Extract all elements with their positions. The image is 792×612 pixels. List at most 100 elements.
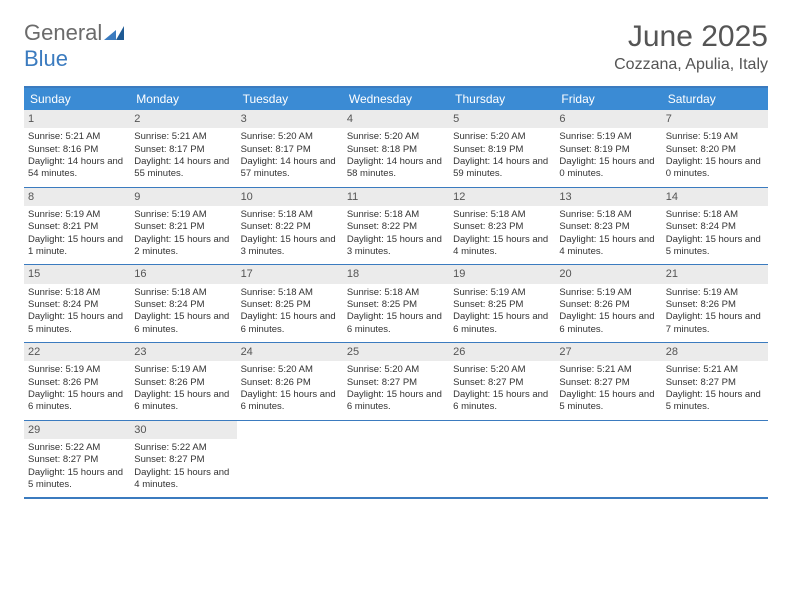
daylight-line: Daylight: 15 hours and 6 minutes. [453, 311, 551, 336]
sunset-line: Sunset: 8:27 PM [559, 377, 657, 389]
sunset-line: Sunset: 8:27 PM [134, 454, 232, 466]
day-number: 16 [130, 265, 236, 283]
day-header-row: SundayMondayTuesdayWednesdayThursdayFrid… [24, 88, 768, 110]
day-cell: 20Sunrise: 5:19 AMSunset: 8:26 PMDayligh… [555, 265, 661, 342]
sunset-line: Sunset: 8:26 PM [134, 377, 232, 389]
day-cell: 30 Sunrise: 5:22 AMSunset: 8:27 PMDayligh… [130, 421, 236, 498]
sunset-line: Sunset: 8:25 PM [241, 299, 339, 311]
sunset-line: Sunset: 8:26 PM [28, 377, 126, 389]
sunrise-line: Sunrise: 5:18 AM [241, 287, 339, 299]
day-number: 30 [130, 421, 236, 439]
day-number: 28 [662, 343, 768, 361]
day-number: 7 [662, 110, 768, 128]
sunset-line: Sunset: 8:26 PM [559, 299, 657, 311]
day-header-cell: Tuesday [237, 88, 343, 110]
day-header-cell: Friday [555, 88, 661, 110]
week-row: 22Sunrise: 5:19 AMSunset: 8:26 PMDayligh… [24, 343, 768, 421]
day-cell: 12Sunrise: 5:18 AMSunset: 8:23 PMDayligh… [449, 188, 555, 265]
day-cell: 15Sunrise: 5:18 AMSunset: 8:24 PMDayligh… [24, 265, 130, 342]
day-number: 23 [130, 343, 236, 361]
sunset-line: Sunset: 8:18 PM [347, 144, 445, 156]
sunrise-line: Sunrise: 5:19 AM [28, 209, 126, 221]
day-cell: 23 Sunrise: 5:19 AMSunset: 8:26 PMDayligh… [130, 343, 236, 420]
day-number: 27 [555, 343, 661, 361]
day-cell: 22Sunrise: 5:19 AMSunset: 8:26 PMDayligh… [24, 343, 130, 420]
day-number: 19 [449, 265, 555, 283]
day-header-cell: Monday [130, 88, 236, 110]
day-number: 17 [237, 265, 343, 283]
logo-word-1: General [24, 20, 102, 45]
daylight-line: Daylight: 15 hours and 5 minutes. [666, 389, 764, 414]
week-row: 8Sunrise: 5:19 AMSunset: 8:21 PMDaylight… [24, 188, 768, 266]
sunrise-line: Sunrise: 5:20 AM [347, 364, 445, 376]
calendar-page: General Blue June 2025 Cozzana, Apulia, … [0, 0, 792, 519]
day-cell: 16 Sunrise: 5:18 AMSunset: 8:24 PMDayligh… [130, 265, 236, 342]
title-block: June 2025 Cozzana, Apulia, Italy [614, 20, 768, 74]
day-number: 5 [449, 110, 555, 128]
daylight-line: Daylight: 15 hours and 6 minutes. [241, 389, 339, 414]
logo-icon [104, 26, 124, 45]
sunrise-line: Sunrise: 5:21 AM [134, 131, 232, 143]
sunset-line: Sunset: 8:21 PM [134, 221, 232, 233]
sunrise-line: Sunrise: 5:18 AM [134, 287, 232, 299]
sunset-line: Sunset: 8:24 PM [134, 299, 232, 311]
sunrise-line: Sunrise: 5:19 AM [28, 364, 126, 376]
day-cell: 26Sunrise: 5:20 AMSunset: 8:27 PMDayligh… [449, 343, 555, 420]
day-number: 4 [343, 110, 449, 128]
daylight-line: Daylight: 15 hours and 7 minutes. [666, 311, 764, 336]
daylight-line: Daylight: 15 hours and 5 minutes. [666, 234, 764, 259]
sunrise-line: Sunrise: 5:18 AM [347, 287, 445, 299]
sunset-line: Sunset: 8:22 PM [347, 221, 445, 233]
sunset-line: Sunset: 8:20 PM [666, 144, 764, 156]
day-cell [555, 421, 661, 498]
sunset-line: Sunset: 8:27 PM [347, 377, 445, 389]
logo: General Blue [24, 20, 124, 72]
day-cell: 1Sunrise: 5:21 AMSunset: 8:16 PMDaylight… [24, 110, 130, 187]
day-cell [662, 421, 768, 498]
sunset-line: Sunset: 8:27 PM [453, 377, 551, 389]
daylight-line: Daylight: 14 hours and 59 minutes. [453, 156, 551, 181]
location: Cozzana, Apulia, Italy [614, 56, 768, 74]
day-cell: 21Sunrise: 5:19 AMSunset: 8:26 PMDayligh… [662, 265, 768, 342]
day-cell: 13Sunrise: 5:18 AMSunset: 8:23 PMDayligh… [555, 188, 661, 265]
sunset-line: Sunset: 8:24 PM [28, 299, 126, 311]
daylight-line: Daylight: 15 hours and 1 minute. [28, 234, 126, 259]
day-number: 10 [237, 188, 343, 206]
daylight-line: Daylight: 14 hours and 54 minutes. [28, 156, 126, 181]
sunrise-line: Sunrise: 5:22 AM [134, 442, 232, 454]
daylight-line: Daylight: 15 hours and 6 minutes. [241, 311, 339, 336]
day-cell: 25Sunrise: 5:20 AMSunset: 8:27 PMDayligh… [343, 343, 449, 420]
sunrise-line: Sunrise: 5:20 AM [241, 364, 339, 376]
day-number: 24 [237, 343, 343, 361]
day-cell: 24Sunrise: 5:20 AMSunset: 8:26 PMDayligh… [237, 343, 343, 420]
daylight-line: Daylight: 15 hours and 3 minutes. [241, 234, 339, 259]
sunrise-line: Sunrise: 5:18 AM [241, 209, 339, 221]
sunrise-line: Sunrise: 5:22 AM [28, 442, 126, 454]
daylight-line: Daylight: 15 hours and 6 minutes. [134, 311, 232, 336]
sunset-line: Sunset: 8:26 PM [666, 299, 764, 311]
day-number: 3 [237, 110, 343, 128]
daylight-line: Daylight: 15 hours and 5 minutes. [559, 389, 657, 414]
day-cell: 5Sunrise: 5:20 AMSunset: 8:19 PMDaylight… [449, 110, 555, 187]
sunset-line: Sunset: 8:22 PM [241, 221, 339, 233]
daylight-line: Daylight: 15 hours and 5 minutes. [28, 311, 126, 336]
day-header-cell: Saturday [662, 88, 768, 110]
sunset-line: Sunset: 8:23 PM [559, 221, 657, 233]
daylight-line: Daylight: 15 hours and 2 minutes. [134, 234, 232, 259]
sunrise-line: Sunrise: 5:20 AM [453, 131, 551, 143]
daylight-line: Daylight: 15 hours and 6 minutes. [134, 389, 232, 414]
day-cell [237, 421, 343, 498]
sunset-line: Sunset: 8:27 PM [28, 454, 126, 466]
sunrise-line: Sunrise: 5:19 AM [134, 364, 232, 376]
sunrise-line: Sunrise: 5:18 AM [347, 209, 445, 221]
sunrise-line: Sunrise: 5:19 AM [666, 287, 764, 299]
sunrise-line: Sunrise: 5:19 AM [134, 209, 232, 221]
day-number: 13 [555, 188, 661, 206]
daylight-line: Daylight: 15 hours and 4 minutes. [134, 467, 232, 492]
sunrise-line: Sunrise: 5:21 AM [666, 364, 764, 376]
day-number: 18 [343, 265, 449, 283]
sunset-line: Sunset: 8:27 PM [666, 377, 764, 389]
sunrise-line: Sunrise: 5:20 AM [347, 131, 445, 143]
sunset-line: Sunset: 8:25 PM [347, 299, 445, 311]
day-number: 14 [662, 188, 768, 206]
